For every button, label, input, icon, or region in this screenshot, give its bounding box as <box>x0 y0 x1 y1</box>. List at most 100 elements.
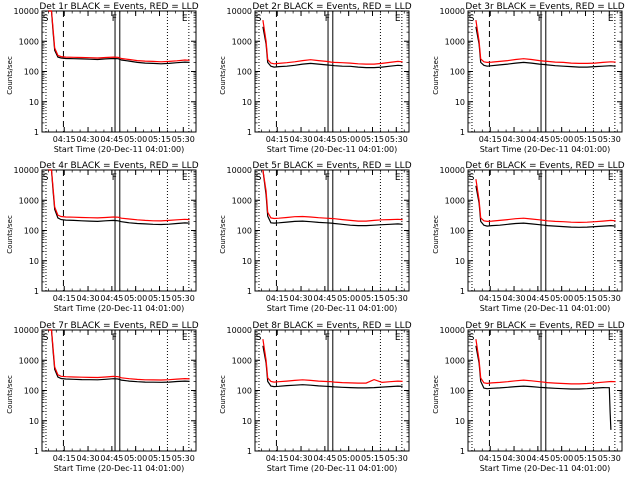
marker-letter-e: E <box>182 333 188 343</box>
y-tick-label: 1 <box>34 287 39 296</box>
x-tick-label: 04:30 <box>77 135 100 144</box>
series-line-events <box>262 345 403 389</box>
x-tick-label: 05:15 <box>148 135 171 144</box>
x-tick-label: 04:15 <box>53 294 76 303</box>
marker-letter-f: F <box>112 173 117 183</box>
marker-letter-e: E <box>395 333 401 343</box>
x-tick-label: 05:30 <box>598 135 621 144</box>
x-tick-label: 05:00 <box>550 135 573 144</box>
x-tick-label: 05:30 <box>385 135 408 144</box>
series-line-lld <box>262 339 403 384</box>
x-tick-label: 04:45 <box>313 294 336 303</box>
series-line-lld <box>48 169 190 222</box>
chart-panel-8: Det 8r BLACK = Events, RED = LLD 1 10 100 10… <box>219 321 412 473</box>
marker-letter-f: F <box>325 14 330 24</box>
chart-title: Det 8r BLACK = Events, RED = LLD <box>252 321 411 331</box>
chart-panel-7: Det 7r BLACK = Events, RED = LLD 1 10 100 10… <box>6 321 199 473</box>
y-axis-label: Counts/sec <box>219 375 227 414</box>
marker-letter-f: F <box>538 14 543 24</box>
chart-title: Det 9r BLACK = Events, RED = LLD <box>465 321 624 331</box>
chart-panel-9: Det 9r BLACK = Events, RED = LLD 1 10 100 10… <box>432 321 625 473</box>
y-tick-label: 10 <box>455 257 465 266</box>
chart-title: Det 3r BLACK = Events, RED = LLD <box>465 2 624 12</box>
marker-letter-s: S <box>256 14 262 24</box>
y-tick-label: 10000 <box>227 166 252 175</box>
plot-frame <box>41 329 197 452</box>
y-tick-label: 1 <box>247 287 252 296</box>
chart-title: Det 7r BLACK = Events, RED = LLD <box>39 321 198 331</box>
x-tick-label: 05:15 <box>574 294 597 303</box>
series-line-events <box>48 329 190 383</box>
x-tick-label: 05:00 <box>550 454 573 463</box>
chart-panel-2: Det 2r BLACK = Events, RED = LLD 1 10 100 10… <box>219 2 412 154</box>
series-line-lld <box>475 339 616 385</box>
series-line-events <box>475 26 616 68</box>
x-axis-label: Start Time (20-Dec-11 04:01:00) <box>54 145 185 154</box>
y-tick-label: 10000 <box>14 326 39 335</box>
marker-letter-s: S <box>256 173 262 183</box>
y-tick-label: 10 <box>29 417 39 426</box>
y-tick-label: 1 <box>460 287 465 296</box>
y-tick-label: 100 <box>237 227 252 236</box>
y-tick-label: 10000 <box>440 326 465 335</box>
series-line-events <box>475 345 612 430</box>
y-axis-label: Counts/sec <box>219 215 227 254</box>
y-tick-label: 10000 <box>440 7 465 16</box>
x-tick-label: 04:30 <box>503 135 526 144</box>
x-tick-label: 04:15 <box>53 454 76 463</box>
x-tick-label: 04:30 <box>77 294 100 303</box>
y-tick-label: 1 <box>34 128 39 137</box>
y-tick-label: 100 <box>450 387 465 396</box>
marker-letter-e: E <box>608 173 614 183</box>
y-tick-label: 100 <box>24 387 39 396</box>
x-axis-label: Start Time (20-Dec-11 04:01:00) <box>54 464 185 473</box>
y-tick-label: 1 <box>247 128 252 137</box>
x-tick-label: 05:00 <box>124 135 147 144</box>
plot-frame <box>254 10 410 133</box>
chart-panel-6: Det 6r BLACK = Events, RED = LLD 1 10 100 10… <box>432 161 625 313</box>
x-tick-label: 05:15 <box>574 454 597 463</box>
marker-letter-e: E <box>608 14 614 24</box>
y-tick-label: 10 <box>455 98 465 107</box>
x-tick-label: 05:30 <box>598 294 621 303</box>
x-tick-label: 05:30 <box>385 454 408 463</box>
series-line-lld <box>475 179 616 224</box>
series-line-lld <box>475 20 616 65</box>
y-tick-label: 1 <box>460 447 465 456</box>
x-tick-label: 05:30 <box>172 294 195 303</box>
series-line-lld <box>262 20 403 65</box>
y-axis-label: Counts/sec <box>432 375 440 414</box>
x-tick-label: 04:15 <box>266 294 289 303</box>
x-tick-label: 05:30 <box>385 294 408 303</box>
x-tick-label: 05:00 <box>337 294 360 303</box>
chart-panel-3: Det 3r BLACK = Events, RED = LLD 1 10 100 10… <box>432 2 625 154</box>
marker-letter-e: E <box>395 173 401 183</box>
y-tick-label: 1 <box>460 128 465 137</box>
marker-letter-s: S <box>469 14 475 24</box>
x-tick-label: 05:30 <box>172 135 195 144</box>
x-tick-label: 04:45 <box>313 135 336 144</box>
plot-frame <box>41 169 197 292</box>
x-tick-label: 04:30 <box>290 294 313 303</box>
y-tick-label: 100 <box>237 387 252 396</box>
marker-letter-s: S <box>43 333 49 343</box>
y-tick-label: 1000 <box>19 356 39 365</box>
marker-letter-f: F <box>325 333 330 343</box>
marker-letter-s: S <box>43 173 49 183</box>
y-tick-label: 10 <box>242 417 252 426</box>
chart-title: Det 4r BLACK = Events, RED = LLD <box>39 161 198 171</box>
marker-letter-s: S <box>256 333 262 343</box>
y-tick-label: 1000 <box>19 37 39 46</box>
y-tick-label: 10 <box>455 417 465 426</box>
y-tick-label: 1000 <box>445 196 465 205</box>
y-tick-label: 100 <box>450 227 465 236</box>
x-tick-label: 05:00 <box>337 135 360 144</box>
y-axis-label: Counts/sec <box>432 215 440 254</box>
y-tick-label: 1000 <box>232 196 252 205</box>
x-tick-label: 04:15 <box>53 135 76 144</box>
y-tick-label: 1000 <box>232 356 252 365</box>
y-tick-label: 10 <box>242 98 252 107</box>
marker-letter-f: F <box>112 333 117 343</box>
x-tick-label: 04:45 <box>313 454 336 463</box>
x-tick-label: 05:15 <box>148 454 171 463</box>
